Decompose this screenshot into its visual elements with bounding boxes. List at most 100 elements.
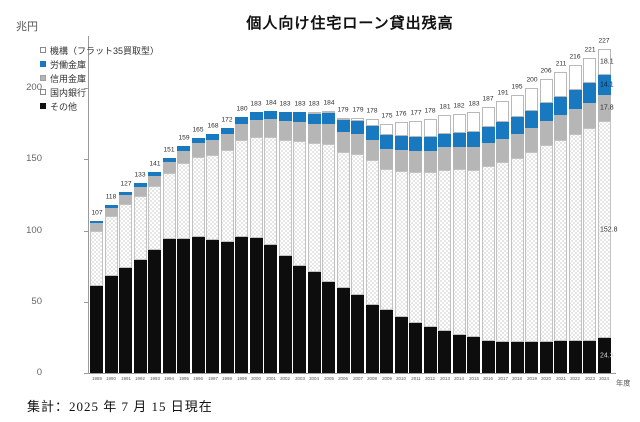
bar-segment-black (423, 327, 437, 373)
bar-segment-blue (148, 172, 161, 177)
bar-total-label: 221 (583, 46, 596, 54)
x-tick-label: 2004 (309, 376, 319, 382)
x-tick-label: 2014 (454, 376, 464, 382)
x-tick-label: 1998 (222, 376, 232, 382)
bar-segment-white (496, 100, 509, 123)
x-tick-label: 2008 (367, 376, 377, 382)
bar-segment-blue (365, 126, 379, 140)
bar-segment-black (104, 276, 118, 373)
x-tick-label: 2024 (599, 376, 609, 382)
bar-segment-black (119, 267, 132, 373)
bar-segment-white (568, 65, 582, 90)
bar-segment-blue (525, 110, 538, 128)
bar-segment-dots (206, 154, 219, 241)
bar-segment-blue (409, 137, 422, 151)
x-tick-label: 2000 (251, 376, 261, 382)
bar-segment-gray (148, 176, 161, 187)
bar-segment-dots (336, 152, 350, 289)
bar-segment-black (278, 256, 292, 373)
bar-segment-black (510, 341, 524, 373)
black-swatch-icon (40, 103, 46, 109)
bar-segment-blue (351, 121, 364, 135)
x-tick-label: 2017 (497, 376, 508, 382)
legend-item: 国内銀行 (40, 85, 159, 99)
bar-segment-gray (206, 139, 219, 155)
bar-segment-gray (365, 140, 379, 160)
bar-segment-dots (162, 172, 176, 240)
bar-segment-dots (452, 169, 466, 335)
bar-total-label: 191 (496, 88, 509, 97)
x-tick-label: 2019 (526, 376, 537, 382)
bar-segment-black (554, 340, 567, 373)
bar-segment-gray (119, 195, 132, 204)
bar-total-label: 183 (467, 100, 480, 108)
bar-segment-blue (206, 133, 219, 140)
legend-item-label: 国内銀行 (50, 87, 87, 98)
bar-segment-black (220, 241, 234, 373)
bar-segment-white (423, 119, 437, 138)
segment-value-label: 14.1 (599, 81, 614, 89)
y-axis-line (88, 36, 89, 374)
bar-total-label: 175 (380, 111, 393, 119)
bar-segment-blue (481, 127, 495, 143)
bar-segment-white (539, 79, 553, 103)
bar-total-label: 127 (119, 180, 132, 188)
y-tick-label: 0 (36, 367, 42, 378)
bar-segment-dots (249, 137, 263, 238)
bar-segment-dots (510, 157, 524, 342)
bar-segment-dots (380, 169, 393, 311)
bar-segment-blue (539, 102, 553, 121)
bar-segment-blue (278, 112, 292, 122)
bar-segment-gray (481, 142, 495, 166)
bar-segment-gray (423, 150, 437, 173)
chart-title: 個人向け住宅ローン貸出残高 (246, 15, 454, 32)
bar-segment-white (322, 110, 335, 113)
x-tick-label: 1995 (178, 376, 189, 382)
bar-segment-dots (554, 139, 567, 341)
bar-total-label: 206 (540, 67, 552, 75)
x-tick-label: 1997 (207, 376, 218, 382)
bar-segment-gray (568, 108, 582, 134)
bar-total-label: 183 (293, 100, 306, 108)
y-tick-label: 50 (31, 296, 42, 307)
y-tick-mark (84, 301, 88, 303)
bar-segment-blue (583, 83, 596, 103)
bar-segment-black (249, 237, 263, 373)
legend-item: 機構（フラット35買取型） (40, 43, 159, 57)
bar-segment-blue (177, 146, 190, 152)
bar-segment-dots (264, 137, 277, 245)
y-tick-label: 100 (26, 224, 42, 236)
bar-segment-white (467, 112, 480, 133)
bar-segment-black (481, 340, 495, 373)
x-tick-label: 2016 (483, 376, 493, 382)
bar-total-label: 165 (192, 125, 204, 134)
bar-segment-gray (583, 102, 596, 129)
bar-total-label: 177 (409, 108, 422, 117)
bar-segment-black (148, 250, 161, 373)
x-tick-label: 1996 (193, 376, 203, 382)
segment-value-label: 17.8 (599, 103, 614, 112)
y-tick-mark (84, 230, 88, 232)
bar-segment-black (365, 304, 379, 373)
bar-segment-black (191, 236, 205, 373)
bar-segment-black (336, 288, 350, 373)
bar-segment-gray (496, 138, 509, 163)
legend-item-label: 労働金庫 (50, 59, 87, 70)
legend-item-label: 信用金庫 (50, 73, 87, 84)
bar-segment-black (293, 266, 306, 373)
bar-segment-dots (191, 156, 205, 237)
bar-segment-gray (90, 223, 103, 231)
bar-total-label: 172 (221, 115, 233, 124)
dots-swatch-icon (40, 89, 46, 95)
bar-segment-blue (380, 135, 393, 149)
footer-note: 集計：2025 年 7 月 15 日現在 (27, 399, 213, 414)
bar-segment-gray (452, 147, 466, 170)
gray-swatch-icon (40, 75, 46, 81)
bar-segment-blue (104, 204, 118, 208)
bar-segment-black (467, 336, 480, 373)
bar-segment-dots (539, 145, 553, 342)
x-tick-label: 2002 (280, 376, 290, 382)
white-swatch-icon (40, 47, 46, 53)
bar-total-label: 183 (308, 100, 320, 108)
bar-segment-black (568, 340, 582, 373)
